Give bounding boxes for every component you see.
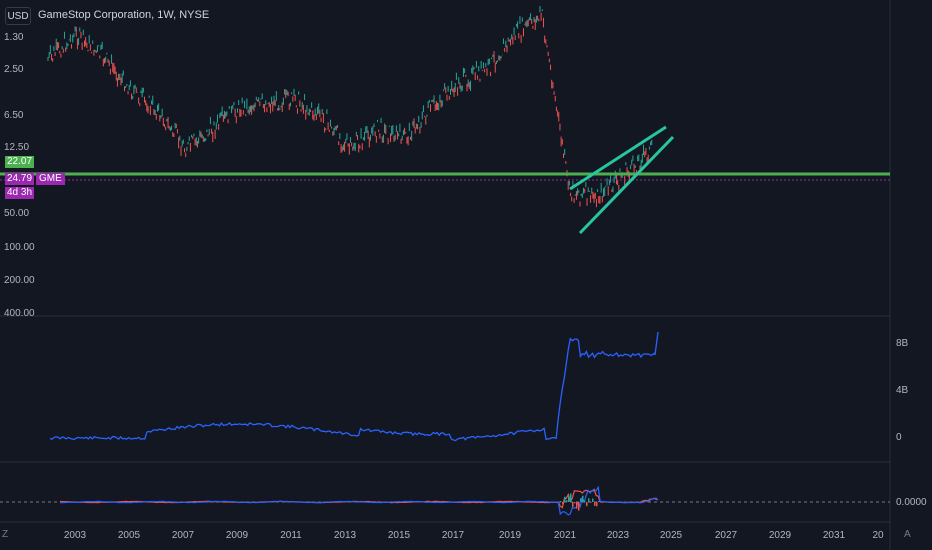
price-axis-label: 100.00 (4, 242, 35, 253)
channel-lower-line (578, 135, 675, 235)
horizontal-level-badge: 22.07 (5, 156, 35, 168)
price-axis-label: 6.50 (4, 110, 24, 121)
histogram-bar (590, 502, 592, 503)
oscillator-histogram (560, 493, 600, 511)
histogram-bar (596, 502, 598, 507)
price-axis-label: 400.00 (4, 308, 35, 319)
time-axis-label: 2009 (225, 530, 249, 541)
histogram-bar (594, 502, 596, 506)
last-price-badge: 24.79 (5, 173, 35, 185)
oscillator-macd-line (59, 485, 659, 516)
price-axis-label: 50.00 (4, 208, 30, 219)
histogram-bar (562, 502, 564, 505)
time-axis-label: 2029 (768, 530, 792, 541)
time-axis-label: 2025 (659, 530, 683, 541)
volume-line (49, 331, 659, 442)
time-axis-label: 2005 (117, 530, 141, 541)
auto-scale-icon[interactable]: A (904, 529, 911, 540)
time-axis-label: 2003 (63, 530, 87, 541)
time-axis-label: 2015 (387, 530, 411, 541)
countdown-badge: 4d 3h (5, 187, 35, 199)
volume-axis-label: 4B (896, 385, 909, 396)
price-axis-label: 1.30 (4, 32, 24, 43)
histogram-bar (592, 498, 594, 502)
symbol-badge: GME (36, 173, 65, 185)
time-axis-label: 2007 (171, 530, 195, 541)
histogram-bar (584, 500, 586, 502)
time-axis-label: 2017 (441, 530, 465, 541)
time-axis-label: 2023 (606, 530, 630, 541)
histogram-bar (576, 502, 578, 509)
oscillator-axis-label: 0.0000 (896, 497, 927, 508)
histogram-bar (598, 500, 600, 502)
currency-button[interactable]: USD (5, 7, 31, 25)
time-axis-label: 20 (872, 530, 884, 541)
time-axis-label: 2013 (333, 530, 357, 541)
histogram-bar (580, 498, 582, 502)
price-axis-label: 200.00 (4, 275, 35, 286)
histogram-bar (578, 502, 580, 511)
price-series (47, 6, 653, 208)
histogram-bar (574, 502, 576, 504)
time-axis-label: 2011 (280, 530, 302, 541)
time-axis-label: 2021 (553, 530, 577, 541)
histogram-bar (582, 495, 584, 502)
histogram-bar (572, 502, 574, 507)
volume-axis-label: 8B (896, 338, 909, 349)
histogram-bar (560, 501, 562, 502)
time-axis-label: 2027 (714, 530, 738, 541)
channel-upper-line (569, 125, 667, 191)
histogram-bar (588, 498, 590, 502)
time-axis-label: 2031 (822, 530, 846, 541)
histogram-bar (568, 495, 570, 502)
time-axis-label: 2019 (498, 530, 522, 541)
volume-axis-label: 0 (896, 432, 902, 443)
symbol-title: GameStop Corporation, 1W, NYSE (38, 9, 210, 21)
histogram-bar (570, 493, 572, 502)
histogram-bar (586, 502, 588, 507)
zoom-icon[interactable]: Z (2, 529, 9, 540)
histogram-bar (566, 500, 568, 502)
histogram-bar (564, 496, 566, 502)
price-axis-label: 2.50 (4, 64, 24, 75)
price-axis-label: 12.50 (4, 142, 30, 153)
